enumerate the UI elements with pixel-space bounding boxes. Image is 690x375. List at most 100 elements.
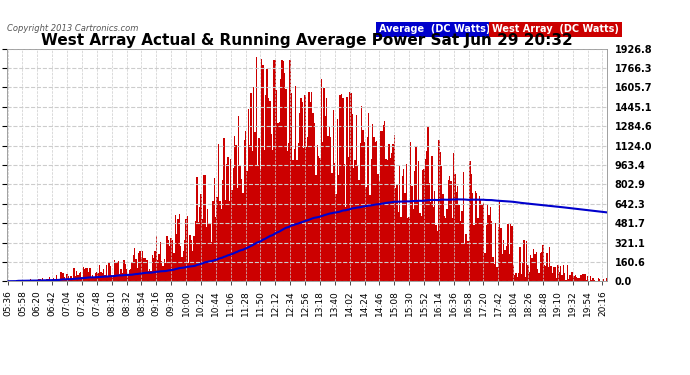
Bar [204, 176, 206, 281]
Bar [413, 209, 414, 281]
Bar [208, 223, 210, 281]
Bar [462, 172, 464, 281]
Bar [300, 98, 302, 281]
Bar [93, 277, 95, 281]
Bar [37, 280, 38, 281]
Bar [552, 273, 553, 281]
Bar [531, 258, 533, 281]
Bar [388, 144, 390, 281]
Bar [444, 216, 445, 281]
Bar [59, 272, 61, 281]
Bar [137, 268, 138, 281]
Bar [306, 147, 307, 281]
Bar [165, 263, 166, 281]
Bar [77, 275, 79, 281]
Bar [582, 274, 583, 281]
Bar [356, 115, 357, 281]
Bar [299, 113, 300, 281]
Bar [317, 145, 318, 281]
Bar [404, 193, 406, 281]
Bar [561, 274, 562, 281]
Bar [468, 241, 469, 281]
Bar [322, 142, 324, 281]
Bar [197, 222, 199, 281]
Text: Average  (DC Watts): Average (DC Watts) [379, 24, 491, 34]
Bar [19, 280, 21, 281]
Bar [248, 109, 249, 281]
Bar [157, 260, 158, 281]
Bar [130, 269, 131, 281]
Bar [228, 201, 230, 281]
Bar [81, 277, 83, 281]
Bar [606, 278, 607, 281]
Bar [179, 214, 180, 281]
Bar [17, 279, 18, 281]
Bar [377, 174, 379, 281]
Bar [142, 251, 144, 281]
Bar [218, 144, 219, 281]
Bar [541, 252, 542, 281]
Bar [173, 253, 175, 281]
Bar [279, 122, 280, 281]
Bar [471, 174, 472, 281]
Bar [558, 272, 560, 281]
Bar [246, 171, 248, 281]
Bar [396, 184, 397, 281]
Bar [453, 153, 455, 281]
Bar [524, 277, 526, 281]
Bar [41, 280, 42, 281]
Bar [168, 240, 169, 281]
Bar [73, 268, 75, 281]
Bar [339, 95, 341, 281]
Bar [156, 236, 157, 281]
Bar [475, 192, 476, 281]
Bar [395, 188, 396, 281]
Bar [533, 249, 534, 281]
Bar [190, 240, 192, 281]
Bar [233, 168, 234, 281]
Bar [52, 279, 53, 281]
Bar [177, 219, 179, 281]
Bar [284, 74, 286, 281]
Bar [492, 257, 493, 281]
Bar [304, 95, 306, 281]
Bar [155, 251, 156, 281]
Bar [258, 138, 259, 281]
Bar [565, 280, 566, 281]
Bar [38, 279, 39, 281]
Bar [57, 279, 58, 281]
Bar [383, 125, 384, 281]
Bar [293, 149, 295, 281]
Bar [503, 240, 504, 281]
Bar [357, 166, 358, 281]
Bar [380, 131, 382, 281]
Bar [162, 266, 164, 281]
Bar [514, 274, 515, 281]
Bar [520, 247, 521, 281]
Bar [335, 194, 337, 281]
Bar [206, 227, 207, 281]
Bar [526, 241, 527, 281]
Bar [100, 272, 101, 281]
Bar [314, 123, 315, 281]
Bar [346, 97, 348, 281]
Bar [448, 180, 449, 281]
Bar [326, 98, 327, 281]
Bar [438, 140, 440, 281]
Bar [48, 279, 49, 281]
Bar [152, 255, 153, 281]
Bar [250, 93, 252, 281]
Bar [572, 272, 573, 281]
Bar [99, 265, 100, 281]
Bar [118, 261, 119, 281]
Bar [114, 261, 115, 281]
Bar [422, 170, 424, 281]
Bar [497, 227, 499, 281]
Bar [455, 174, 456, 281]
Bar [517, 277, 518, 281]
Bar [124, 264, 126, 281]
Bar [150, 271, 152, 281]
Bar [353, 168, 355, 281]
Bar [578, 278, 579, 281]
Bar [275, 60, 276, 281]
